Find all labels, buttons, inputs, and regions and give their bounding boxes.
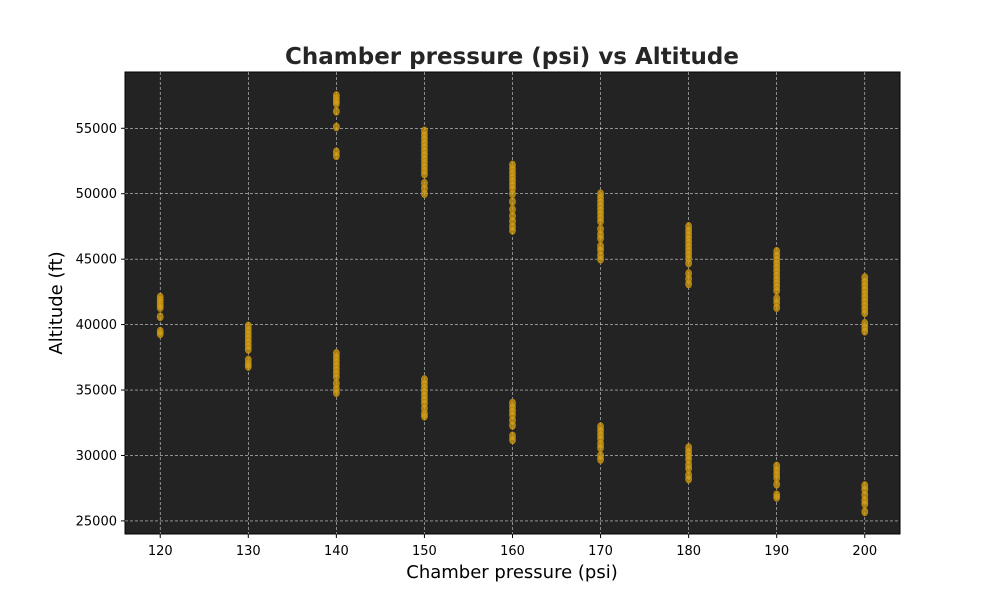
data-point xyxy=(421,169,428,179)
x-tick-label: 130 xyxy=(236,544,261,559)
data-point xyxy=(861,499,869,509)
y-axis: 25000 30000 35000 40000 45000 50000 55000 xyxy=(76,122,125,529)
y-tick-label: 45000 xyxy=(76,253,117,268)
x-axis: 120 130 140 150 160 170 180 190 200 xyxy=(148,534,877,559)
y-tick-label: 25000 xyxy=(76,514,117,529)
data-point xyxy=(332,388,340,398)
data-point xyxy=(332,151,340,161)
data-point xyxy=(156,329,164,339)
data-point xyxy=(685,279,693,289)
data-point xyxy=(685,474,693,484)
y-tick-label: 35000 xyxy=(76,384,117,399)
data-point xyxy=(509,420,516,430)
data-point xyxy=(332,99,340,108)
data-point xyxy=(156,312,164,322)
data-point xyxy=(509,225,516,235)
y-axis-label: Altitude (ft) xyxy=(46,251,67,354)
data-point xyxy=(861,326,869,336)
data-point xyxy=(773,286,781,295)
data-points xyxy=(156,91,869,517)
data-point xyxy=(509,189,516,199)
y-tick-label: 30000 xyxy=(76,449,117,464)
x-tick-label: 180 xyxy=(676,544,701,559)
data-point xyxy=(244,345,252,354)
x-tick-label: 120 xyxy=(148,544,173,559)
x-tick-label: 140 xyxy=(324,544,349,559)
x-tick-label: 190 xyxy=(764,544,789,559)
data-point xyxy=(861,308,869,318)
x-tick-label: 160 xyxy=(500,544,525,559)
x-axis-label: Chamber pressure (psi) xyxy=(406,562,617,583)
data-point xyxy=(861,507,869,517)
data-point xyxy=(597,443,604,453)
data-point xyxy=(244,362,252,371)
data-point xyxy=(597,254,604,264)
data-point xyxy=(773,492,781,502)
data-point xyxy=(421,189,428,199)
x-tick-label: 170 xyxy=(588,544,613,559)
data-point xyxy=(509,197,516,206)
data-point xyxy=(685,258,693,268)
y-tick-label: 50000 xyxy=(76,187,117,202)
y-tick-label: 55000 xyxy=(76,122,117,137)
data-point xyxy=(332,106,340,116)
data-point xyxy=(773,303,781,312)
y-tick-label: 40000 xyxy=(76,318,117,333)
data-point xyxy=(597,454,604,464)
data-point xyxy=(597,233,604,243)
chart-title: Chamber pressure (psi) vs Altitude xyxy=(285,44,739,70)
data-point xyxy=(597,216,604,226)
data-point xyxy=(509,435,516,445)
x-tick-label: 200 xyxy=(852,544,877,559)
data-point xyxy=(332,122,340,132)
data-point xyxy=(156,303,164,312)
data-point xyxy=(773,479,781,489)
data-point xyxy=(421,411,428,421)
x-tick-label: 150 xyxy=(412,544,437,559)
